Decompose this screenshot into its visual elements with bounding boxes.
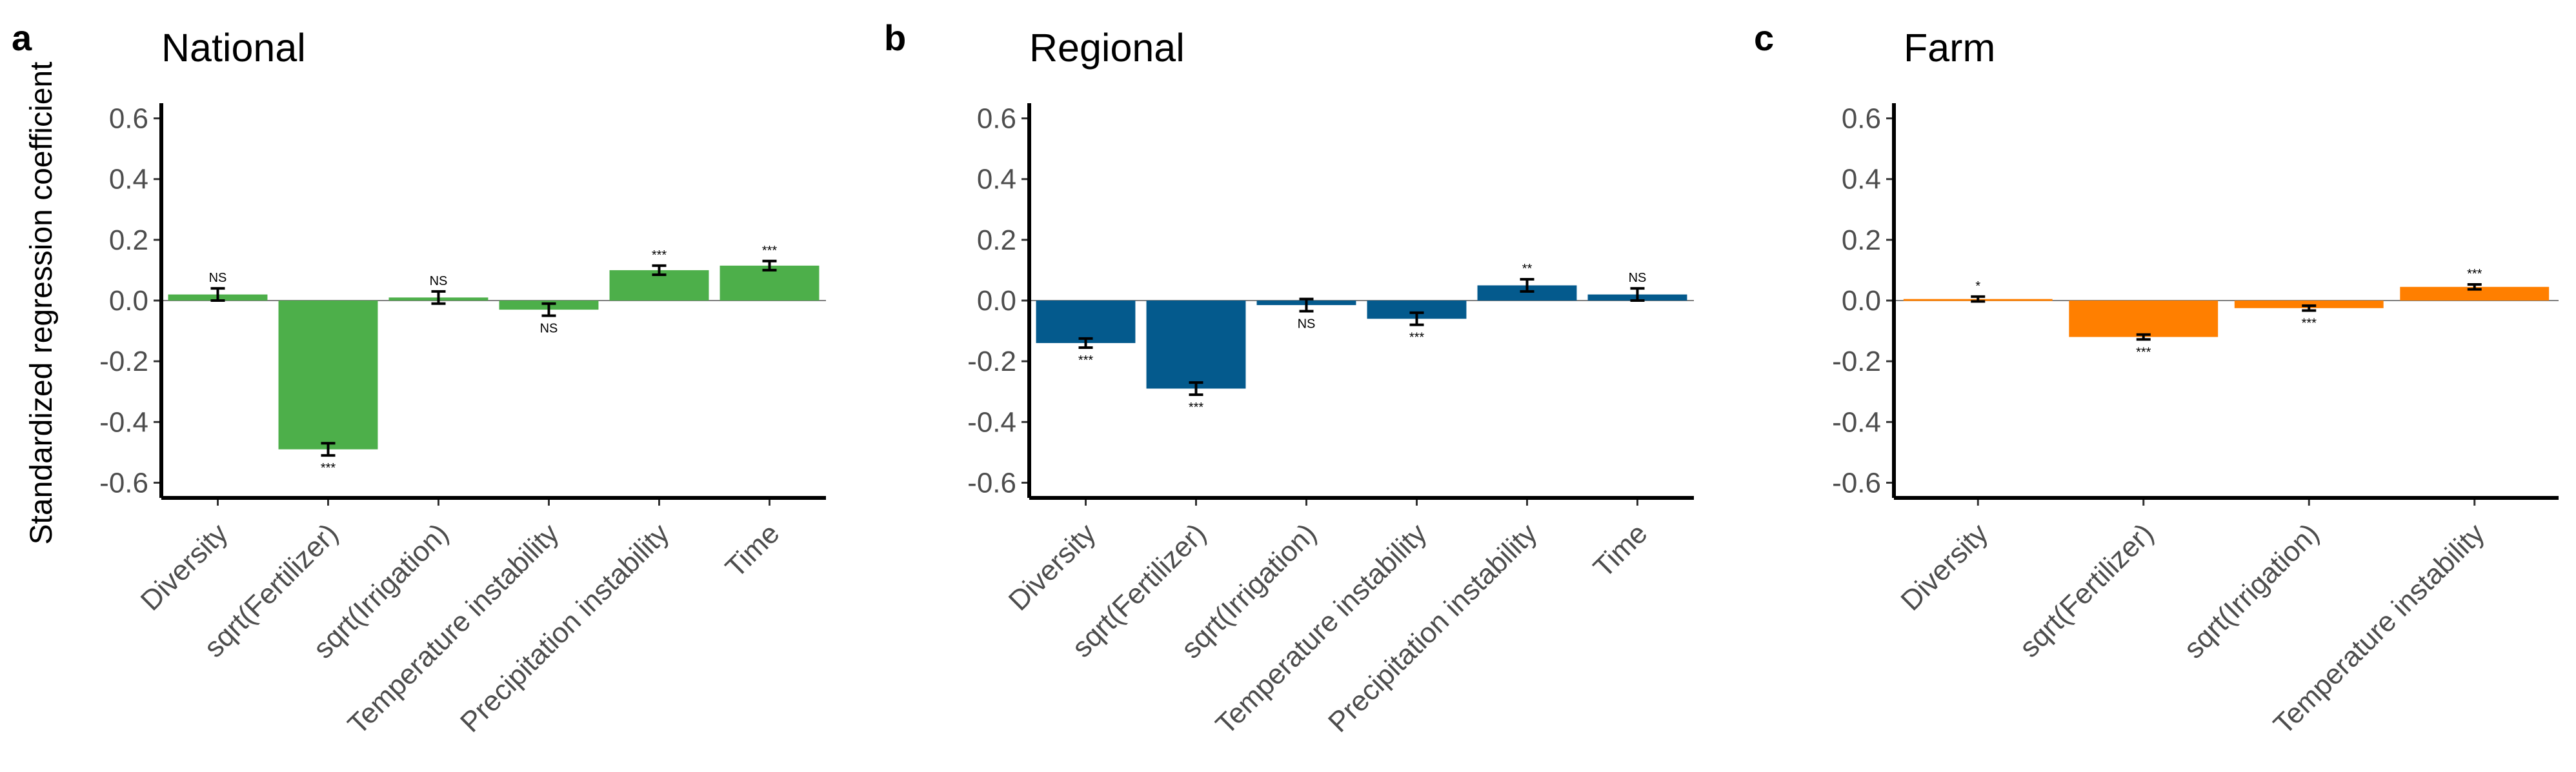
significance-label: *** — [1078, 353, 1094, 368]
category-label: Diversity — [1895, 517, 1994, 617]
category-label: Time — [719, 517, 786, 584]
y-tick-label: -0.6 — [967, 467, 1016, 499]
category-label: Temperature instability — [342, 517, 565, 740]
significance-label: NS — [1629, 271, 1647, 285]
bar — [278, 301, 378, 450]
significance-label: *** — [762, 244, 778, 258]
y-axis-label: Standardized regression coefficient — [25, 62, 59, 545]
panel-b: b Regional -0.6 -0.4 -0.2 0.0 0.2 0.4 0.6 *** Dive… — [884, 17, 1694, 740]
category-label: Time — [1587, 517, 1654, 584]
y-tick-label: 0.4 — [109, 164, 148, 195]
bar — [2234, 301, 2384, 308]
y-tick-label: 0.6 — [977, 103, 1016, 135]
bar — [2400, 286, 2550, 301]
y-tick-label: 0.6 — [1842, 103, 1881, 135]
significance-label: *** — [2302, 317, 2317, 331]
significance-label: *** — [2467, 267, 2482, 281]
significance-label: *** — [2136, 345, 2151, 359]
y-tick-label: -0.2 — [99, 346, 148, 377]
bar — [2069, 301, 2219, 337]
category-label: Temperature instability — [1210, 517, 1433, 740]
bar — [1477, 285, 1577, 301]
significance-label: NS — [540, 322, 558, 336]
significance-label: NS — [430, 274, 448, 288]
y-tick-label: -0.2 — [1832, 346, 1881, 377]
y-tick-label: 0.0 — [977, 285, 1016, 317]
y-tick-label: 0.2 — [109, 224, 148, 256]
significance-label: *** — [1189, 401, 1204, 415]
y-tick-label: 0.2 — [1842, 224, 1881, 256]
category-label: sqrt(Fertilizer) — [2013, 517, 2160, 664]
significance-label: *** — [1409, 331, 1425, 345]
y-tick-label: 0.0 — [1842, 285, 1881, 317]
significance-label: NS — [209, 271, 227, 285]
panels: a National -0.6 -0.4 -0.2 0.0 0.2 0.4 0.6 NS Diver… — [12, 17, 2559, 740]
significance-label: NS — [1298, 317, 1316, 331]
panel-title: Regional — [1029, 26, 1185, 70]
category-label: Diversity — [1003, 517, 1102, 617]
significance-label: * — [1975, 279, 1980, 293]
y-tick-label: -0.4 — [99, 406, 148, 438]
y-tick-label: -0.6 — [1832, 467, 1881, 499]
y-tick-label: 0.4 — [977, 164, 1016, 195]
y-tick-label: 0.6 — [109, 103, 148, 135]
significance-label: *** — [321, 461, 336, 475]
y-tick-label: -0.4 — [1832, 406, 1881, 438]
panel-title: National — [161, 26, 306, 70]
y-tick-label: -0.6 — [99, 467, 148, 499]
y-tick-label: -0.4 — [967, 406, 1016, 438]
panel-title: Farm — [1904, 26, 1995, 70]
panel-c: c Farm -0.6 -0.4 -0.2 0.0 0.2 0.4 0.6 * Diversity *… — [1754, 17, 2559, 740]
y-tick-label: 0.4 — [1842, 164, 1881, 195]
significance-label: *** — [652, 248, 667, 262]
category-label: Diversity — [135, 517, 234, 617]
category-label: sqrt(Irrigation) — [2178, 517, 2325, 664]
bar — [1036, 301, 1136, 343]
y-tick-label: 0.0 — [109, 285, 148, 317]
panel-a: a National -0.6 -0.4 -0.2 0.0 0.2 0.4 0.6 NS Diver… — [12, 17, 826, 740]
category-label: Precipitation instability — [1322, 517, 1543, 738]
panel-letter: b — [884, 17, 906, 58]
panel-letter: c — [1754, 17, 1774, 58]
significance-label: ** — [1522, 262, 1533, 276]
y-tick-label: -0.2 — [967, 346, 1016, 377]
bar — [1146, 301, 1246, 389]
category-label: Precipitation instability — [454, 517, 675, 738]
panel-letter: a — [12, 17, 32, 58]
y-tick-label: 0.2 — [977, 224, 1016, 256]
